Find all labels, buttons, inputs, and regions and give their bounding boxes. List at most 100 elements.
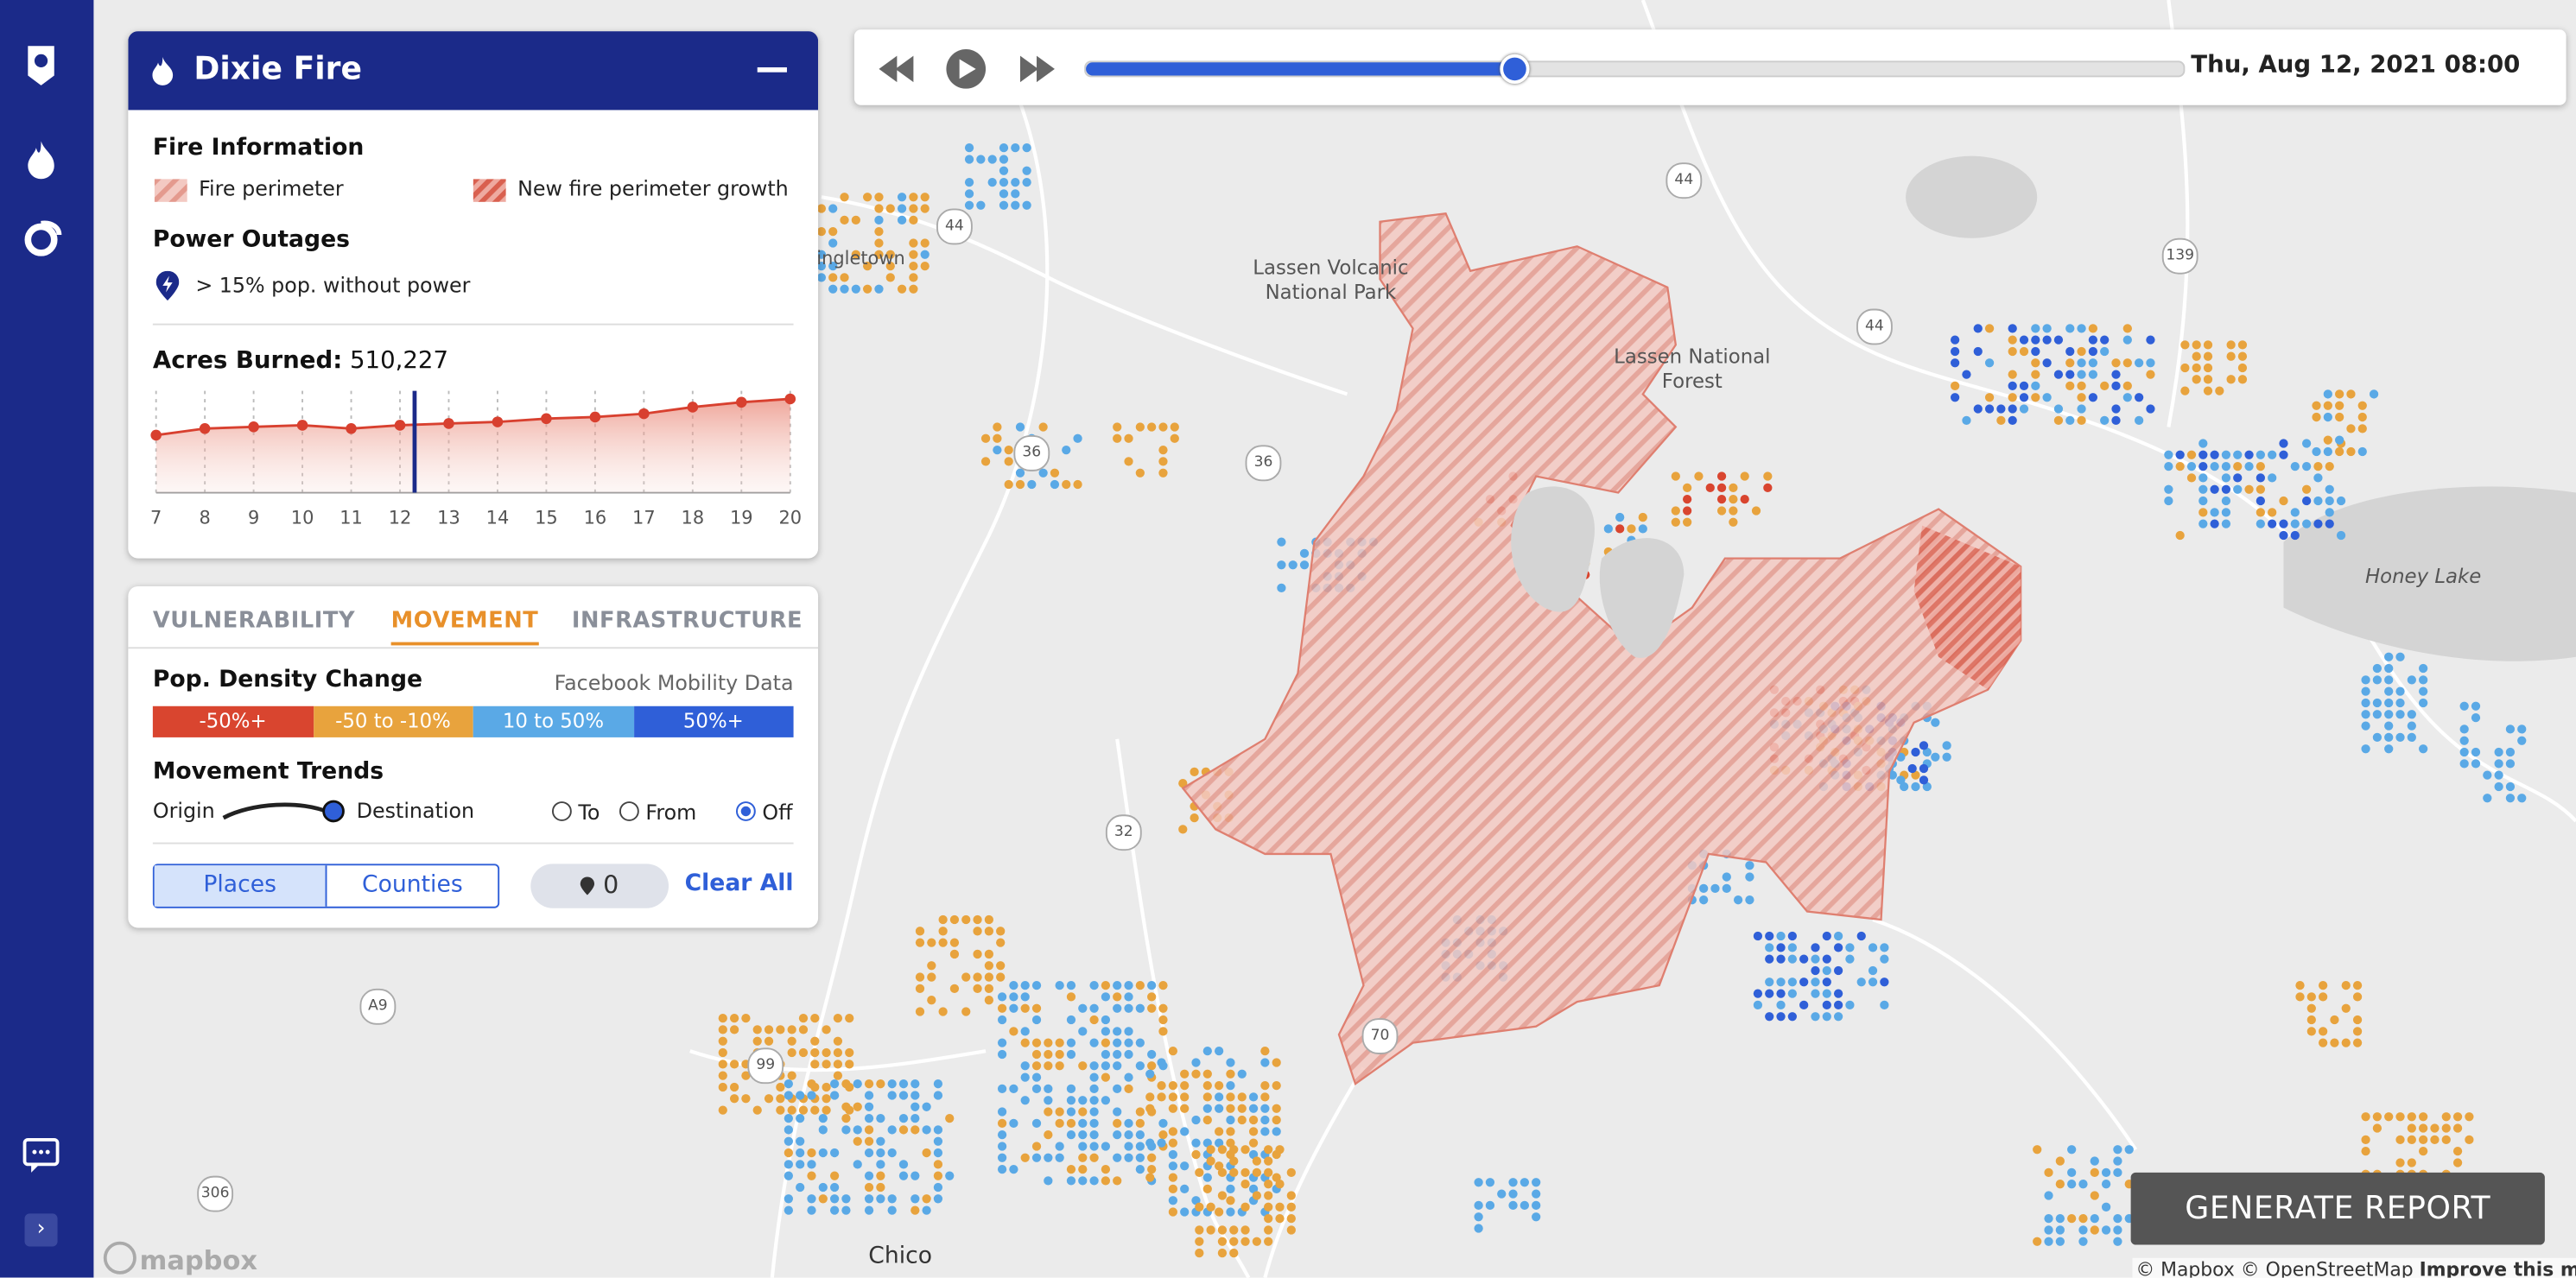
counties-button[interactable]: Counties [361,871,463,899]
dot [2180,340,2190,350]
dot [1716,483,1727,492]
dot [898,1171,909,1180]
dot [2372,698,2382,708]
dot [853,1079,862,1089]
chat-icon[interactable] [20,1133,62,1175]
dot [1217,1191,1228,1200]
radio[interactable] [619,801,639,821]
radio-to[interactable]: To [552,800,600,825]
dot [997,1118,1007,1128]
dot [1202,1173,1212,1182]
dot [964,143,974,153]
radio-from[interactable]: From [619,800,696,825]
radio-selected[interactable] [736,801,756,821]
sidebar: › [0,0,94,1278]
point [687,402,699,413]
dot [1135,1153,1145,1162]
dot [1474,1212,1483,1222]
time-slider[interactable] [1084,54,2186,84]
pin-counter[interactable]: 0 [530,864,669,908]
play-button[interactable] [946,49,987,89]
slider-knob[interactable] [1499,54,1529,84]
dot [2441,1112,2451,1122]
radio[interactable] [552,801,572,821]
x-tick-label: 20 [778,508,802,528]
dot [909,250,918,259]
legend-segment: 50%+ [633,705,794,737]
dot [1627,524,1636,534]
dot [2341,1003,2351,1013]
dot [1101,1015,1111,1025]
tab[interactable]: VULNERABILITY [152,607,356,635]
dot [1950,358,1960,368]
attribution-text[interactable]: © Mapbox © OpenStreetMap [2135,1257,2414,1278]
dot [993,445,1002,455]
dot [2419,1135,2428,1144]
dot [1168,1138,1178,1148]
dot [2384,698,2394,708]
minimize-button[interactable] [757,66,787,73]
dot [864,1182,874,1193]
dot [1729,483,1738,492]
dot [2325,519,2334,528]
dot [1147,1049,1157,1060]
dot [776,1025,785,1034]
dot [997,1153,1007,1162]
fire-icon[interactable] [20,138,62,180]
dot [910,1079,920,1089]
divider [128,647,819,649]
dot [1226,1069,1235,1079]
dot [1729,517,1738,527]
dot [1237,1115,1247,1125]
dot [915,972,925,982]
clear-all-button[interactable]: Clear All [684,870,794,897]
storm-icon[interactable] [20,218,62,261]
dot [1671,517,1680,527]
dot [1833,943,1843,952]
dot [2042,358,2052,368]
road-shield: 44 [936,208,973,245]
dot [2233,473,2243,483]
dot [2471,712,2481,723]
tab[interactable]: INFRASTRUCTURE [571,607,803,635]
dot [1022,143,1031,153]
radio-off[interactable]: Off [736,800,793,825]
dot [964,155,974,164]
dot [787,1071,796,1080]
dot [2233,450,2243,459]
expand-button[interactable]: › [24,1213,58,1247]
swatch [473,179,506,202]
dot [2395,698,2405,708]
dot [1170,433,1179,443]
dot [1124,1027,1133,1036]
dot [1776,943,1786,952]
improve-link[interactable]: Improve this ma [2419,1257,2576,1278]
dot [822,1094,831,1104]
dot [1252,1156,1262,1166]
dot [1868,943,1878,952]
dot [787,1105,796,1115]
dot [1508,1200,1518,1211]
tab-active[interactable]: MOVEMENT [390,608,539,646]
dot [2395,686,2405,696]
dot [2301,496,2312,506]
dot [2100,415,2110,425]
places-button[interactable]: Places [154,865,327,907]
dot [1078,1130,1088,1140]
dot [2088,358,2098,368]
mapbox-logo[interactable]: mapbox [103,1241,257,1276]
dot [1811,1012,1820,1022]
rewind-button[interactable] [879,55,914,83]
swatch [154,179,187,202]
dot [1226,1138,1235,1148]
forward-button[interactable] [1020,55,1055,83]
map-icon[interactable] [20,42,62,85]
dot [1248,1115,1259,1125]
dot [1113,1027,1122,1036]
dot [898,1091,909,1100]
dot [984,972,994,982]
dot [796,1160,805,1169]
dot [851,250,860,259]
generate-report-button[interactable]: GENERATE REPORT [2130,1172,2545,1245]
